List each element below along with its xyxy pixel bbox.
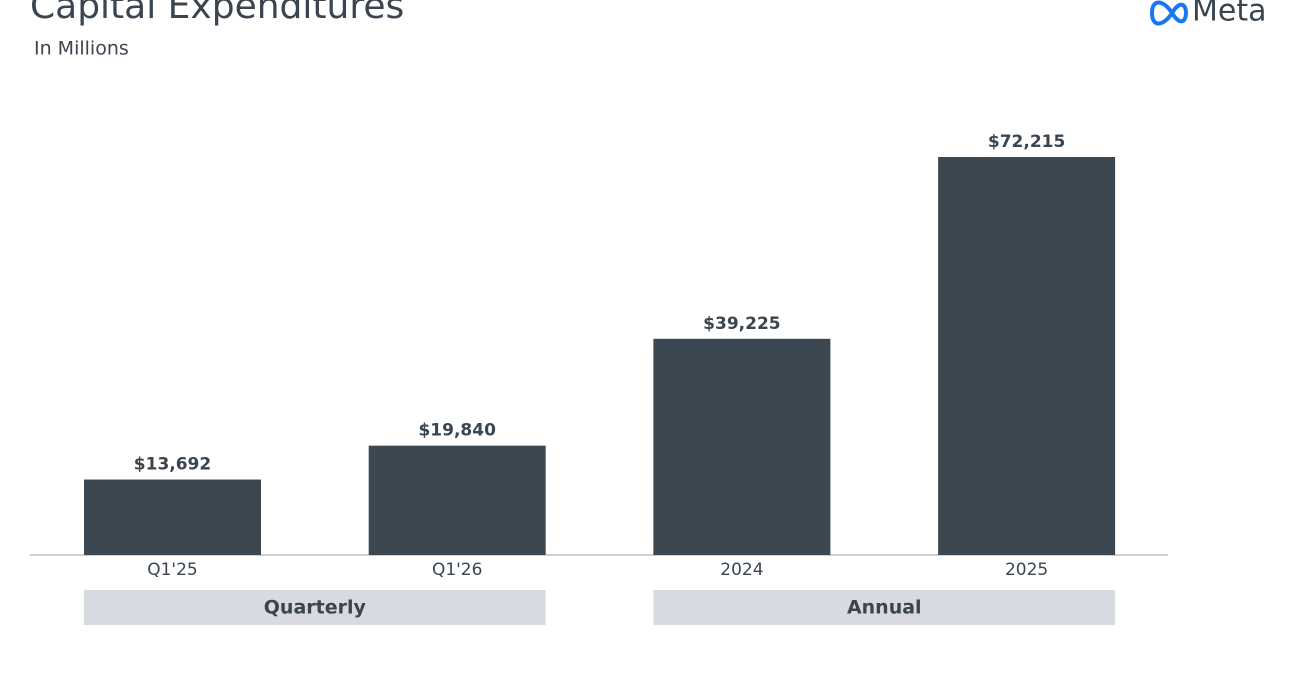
bar bbox=[84, 479, 261, 555]
x-tick-label: Q1'25 bbox=[147, 560, 198, 580]
group-box bbox=[653, 590, 1116, 625]
value-label: $13,692 bbox=[134, 455, 211, 475]
brand-name: Meta bbox=[1192, 0, 1267, 29]
brand-logo: Meta bbox=[1149, 0, 1267, 29]
logo-mark bbox=[1149, 0, 1189, 26]
x-tick-label: Q1'26 bbox=[432, 560, 483, 580]
chart-subtitle: In Millions bbox=[34, 38, 129, 60]
value-label: $19,840 bbox=[418, 421, 496, 441]
value-label: $39,225 bbox=[703, 314, 780, 334]
bar bbox=[938, 157, 1116, 555]
chart-title: Capital Expenditures bbox=[30, 0, 404, 27]
x-tick-label: 2025 bbox=[1005, 560, 1048, 580]
value-label: $72,215 bbox=[988, 132, 1065, 152]
group-label: Annual bbox=[847, 597, 922, 619]
group-box bbox=[84, 590, 546, 625]
bar bbox=[368, 445, 546, 555]
bar bbox=[653, 338, 831, 555]
group-label: Quarterly bbox=[264, 597, 367, 619]
x-tick-label: 2024 bbox=[720, 560, 763, 580]
